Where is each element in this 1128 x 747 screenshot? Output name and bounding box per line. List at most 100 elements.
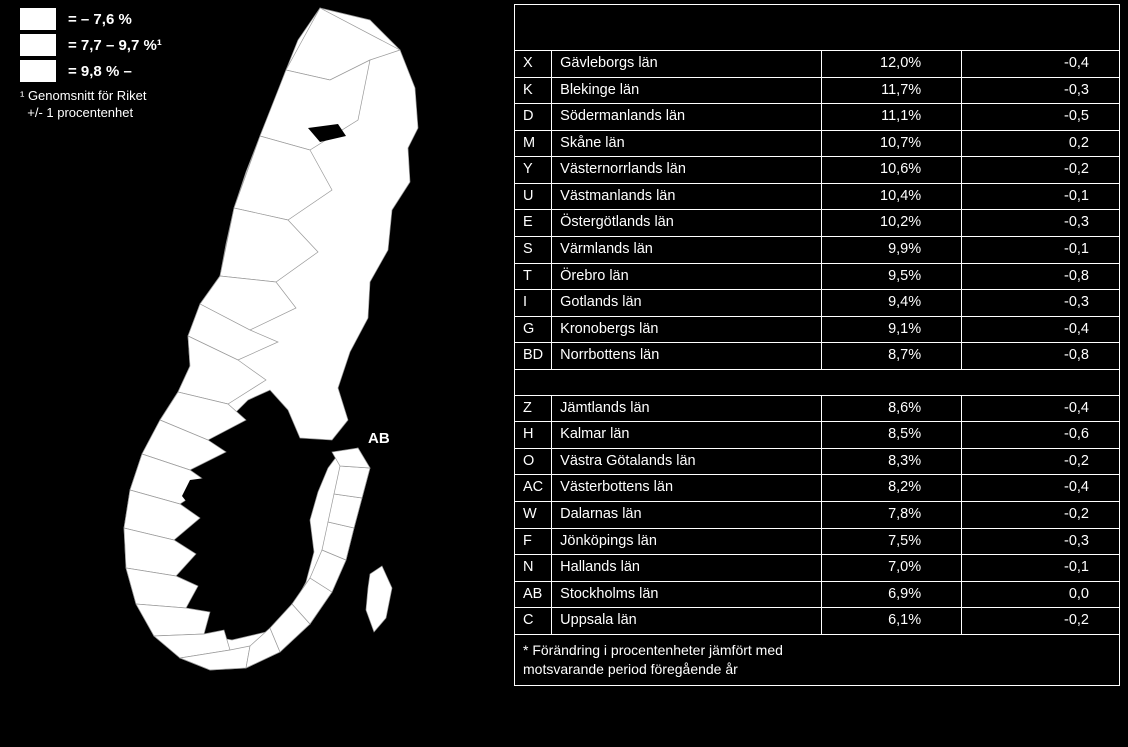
cell-name: Värmlands län: [552, 236, 822, 263]
cell-code: S: [515, 236, 552, 263]
cell-pct: 10,7%: [822, 130, 962, 157]
cell-code: Z: [515, 395, 552, 422]
table-row: HKalmar län8,5%-0,6: [515, 422, 1120, 449]
cell-chg: -0,2: [962, 448, 1120, 475]
cell-code: D: [515, 104, 552, 131]
left-panel: = – 7,6 % = 7,7 – 9,7 %¹ = 9,8 % – ¹ Gen…: [0, 0, 510, 747]
cell-chg: -0,3: [962, 77, 1120, 104]
cell-name: Kalmar län: [552, 422, 822, 449]
cell-code: C: [515, 608, 552, 635]
cell-code: U: [515, 183, 552, 210]
table-row: ZJämtlands län8,6%-0,4: [515, 395, 1120, 422]
cell-chg: -0,2: [962, 608, 1120, 635]
cell-pct: 8,3%: [822, 448, 962, 475]
cell-pct: 8,2%: [822, 475, 962, 502]
cell-chg: -0,5: [962, 104, 1120, 131]
cell-name: Gotlands län: [552, 290, 822, 317]
cell-pct: 12,0%: [822, 51, 962, 78]
table-row: XGävleborgs län12,0%-0,4: [515, 51, 1120, 78]
cell-name: Västmanlands län: [552, 183, 822, 210]
cell-chg: 0,2: [962, 130, 1120, 157]
table-row: FJönköpings län7,5%-0,3: [515, 528, 1120, 555]
cell-name: Kronobergs län: [552, 316, 822, 343]
cell-pct: 7,5%: [822, 528, 962, 555]
cell-code: O: [515, 448, 552, 475]
cell-name: Jämtlands län: [552, 395, 822, 422]
cell-pct: 9,1%: [822, 316, 962, 343]
cell-code: N: [515, 555, 552, 582]
cell-name: Södermanlands län: [552, 104, 822, 131]
table-row: YVästernorrlands län10,6%-0,2: [515, 157, 1120, 184]
table-row: SVärmlands län9,9%-0,1: [515, 236, 1120, 263]
table-row: IGotlands län9,4%-0,3: [515, 290, 1120, 317]
cell-chg: -0,8: [962, 263, 1120, 290]
cell-pct: 7,0%: [822, 555, 962, 582]
cell-pct: 11,1%: [822, 104, 962, 131]
cell-chg: -0,4: [962, 316, 1120, 343]
cell-chg: -0,4: [962, 475, 1120, 502]
cell-name: Östergötlands län: [552, 210, 822, 237]
cell-name: Västra Götalands län: [552, 448, 822, 475]
cell-chg: -0,8: [962, 343, 1120, 370]
cell-code: M: [515, 130, 552, 157]
cell-name: Västernorrlands län: [552, 157, 822, 184]
cell-pct: 10,4%: [822, 183, 962, 210]
table-row: TÖrebro län9,5%-0,8: [515, 263, 1120, 290]
cell-code: G: [515, 316, 552, 343]
cell-chg: -0,2: [962, 502, 1120, 529]
table-row: UVästmanlands län10,4%-0,1: [515, 183, 1120, 210]
cell-code: I: [515, 290, 552, 317]
table-row: OVästra Götalands län8,3%-0,2: [515, 448, 1120, 475]
cell-pct: 8,7%: [822, 343, 962, 370]
cell-pct: 9,5%: [822, 263, 962, 290]
cell-pct: 7,8%: [822, 502, 962, 529]
cell-code: BD: [515, 343, 552, 370]
cell-code: K: [515, 77, 552, 104]
cell-pct: 9,4%: [822, 290, 962, 317]
cell-name: Uppsala län: [552, 608, 822, 635]
cell-name: Jönköpings län: [552, 528, 822, 555]
cell-name: Västerbottens län: [552, 475, 822, 502]
cell-pct: 6,1%: [822, 608, 962, 635]
cell-pct: 6,9%: [822, 581, 962, 608]
cell-name: Norrbottens län: [552, 343, 822, 370]
cell-chg: -0,2: [962, 157, 1120, 184]
cell-chg: -0,1: [962, 236, 1120, 263]
cell-code: F: [515, 528, 552, 555]
cell-code: Y: [515, 157, 552, 184]
cell-code: W: [515, 502, 552, 529]
cell-chg: -0,3: [962, 290, 1120, 317]
sweden-map: AB: [70, 0, 490, 730]
cell-pct: 9,9%: [822, 236, 962, 263]
cell-chg: -0,3: [962, 210, 1120, 237]
sweden-map-svg: [70, 0, 490, 730]
cell-code: E: [515, 210, 552, 237]
table-row: KBlekinge län11,7%-0,3: [515, 77, 1120, 104]
cell-pct: 11,7%: [822, 77, 962, 104]
cell-name: Skåne län: [552, 130, 822, 157]
cell-code: H: [515, 422, 552, 449]
table-row: MSkåne län10,7%0,2: [515, 130, 1120, 157]
table-row: EÖstergötlands län10,2%-0,3: [515, 210, 1120, 237]
cell-name: Stockholms län: [552, 581, 822, 608]
cell-code: X: [515, 51, 552, 78]
legend-swatch: [20, 34, 56, 56]
legend-swatch: [20, 60, 56, 82]
table-row: WDalarnas län7,8%-0,2: [515, 502, 1120, 529]
table-row: ACVästerbottens län8,2%-0,4: [515, 475, 1120, 502]
cell-pct: 8,6%: [822, 395, 962, 422]
cell-chg: -0,1: [962, 183, 1120, 210]
table-row: NHallands län7,0%-0,1: [515, 555, 1120, 582]
cell-chg: -0,1: [962, 555, 1120, 582]
cell-chg: -0,6: [962, 422, 1120, 449]
cell-name: Blekinge län: [552, 77, 822, 104]
table-footnote: * Förändring i procentenheter jämfört me…: [515, 634, 1120, 685]
cell-name: Dalarnas län: [552, 502, 822, 529]
footnote-line: motsvarande period föregående år: [523, 661, 738, 677]
table-row: ABStockholms län6,9%0,0: [515, 581, 1120, 608]
cell-pct: 10,2%: [822, 210, 962, 237]
cell-chg: -0,4: [962, 395, 1120, 422]
cell-name: Gävleborgs län: [552, 51, 822, 78]
cell-code: T: [515, 263, 552, 290]
cell-code: AB: [515, 581, 552, 608]
